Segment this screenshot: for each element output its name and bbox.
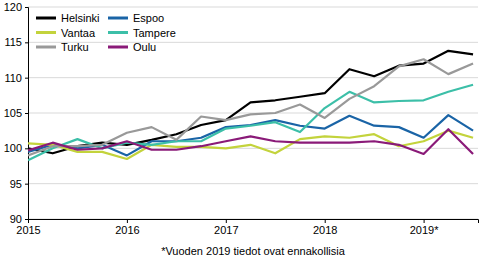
x-tick-label: 2018 — [313, 224, 337, 236]
y-tick: 115 — [4, 36, 28, 48]
x-tick-mark — [127, 219, 128, 223]
legend-item: Turku — [36, 41, 89, 53]
x-tick: 2019* — [410, 219, 439, 236]
legend-item: Oulu — [108, 41, 156, 53]
x-tick: 2018 — [313, 219, 337, 236]
x-tick-label: 2019* — [410, 224, 439, 236]
annotation: *Vuoden 2019 tiedot ovat ennakollisia — [161, 245, 346, 257]
x-tick: 2016 — [115, 219, 139, 236]
x-tick-mark — [424, 219, 425, 223]
y-tick-mark — [25, 184, 28, 185]
series-line — [28, 51, 473, 153]
y-tick-mark — [25, 219, 28, 220]
series-line — [28, 59, 473, 155]
legend-label: Vantaa — [61, 27, 96, 39]
legend-swatch — [108, 46, 128, 49]
legend-swatch — [36, 31, 56, 34]
x-axis-line — [29, 220, 479, 224]
y-tick-mark — [25, 78, 28, 79]
x-axis: 2015 2016 2017 2018 2019* — [16, 219, 478, 236]
legend-label: Tampere — [133, 27, 176, 39]
legend-swatch — [108, 31, 128, 34]
lines — [28, 51, 473, 161]
series-line — [28, 129, 473, 154]
legend: Helsinki Espoo Vantaa Tampere Turku Oulu — [36, 12, 176, 53]
plot: 909510010511011512020152016201720182019*… — [4, 1, 479, 236]
y-tick-mark — [25, 148, 28, 149]
y-tick-label: 95 — [10, 178, 22, 190]
chart: 909510010511011512020152016201720182019*… — [0, 0, 494, 265]
x-tick-mark — [325, 219, 326, 223]
x-tick: 2015 — [16, 219, 40, 236]
x-tick-label: 2016 — [115, 224, 139, 236]
legend-item: Helsinki — [36, 12, 100, 24]
y-axis-line — [25, 8, 29, 220]
y-tick-label: 120 — [4, 1, 22, 13]
y-tick-label: 105 — [4, 107, 22, 119]
y-tick-mark — [25, 42, 28, 43]
grid-line — [28, 7, 478, 8]
y-tick-label: 110 — [4, 72, 22, 84]
legend-label: Oulu — [133, 41, 156, 53]
grid-line — [28, 42, 478, 43]
y-tick: 100 — [4, 142, 28, 154]
y-tick-mark — [25, 113, 28, 114]
legend-item: Vantaa — [36, 27, 96, 39]
y-tick: 95 — [10, 178, 28, 190]
legend-label: Turku — [61, 41, 89, 53]
y-tick-mark — [25, 7, 28, 8]
grid — [28, 7, 478, 219]
y-axis: 9095100105110115120 — [4, 1, 29, 225]
x-tick-label: 2015 — [16, 224, 40, 236]
y-tick-label: 115 — [4, 36, 22, 48]
grid-line — [28, 183, 478, 184]
legend-item: Tampere — [108, 27, 176, 39]
y-tick: 120 — [4, 1, 28, 13]
y-tick: 110 — [4, 72, 28, 84]
legend-swatch — [36, 46, 56, 49]
y-tick: 105 — [4, 107, 28, 119]
legend-label: Espoo — [133, 12, 164, 24]
legend-swatch — [108, 17, 128, 20]
x-tick-mark — [226, 219, 227, 223]
x-tick: 2017 — [214, 219, 238, 236]
y-tick-label: 100 — [4, 142, 22, 154]
x-tick-mark — [28, 219, 29, 223]
legend-swatch — [36, 17, 56, 20]
grid-line — [28, 77, 478, 78]
x-tick-label: 2017 — [214, 224, 238, 236]
legend-label: Helsinki — [61, 12, 100, 24]
legend-item: Espoo — [108, 12, 164, 24]
series-line — [28, 85, 473, 161]
series-line — [28, 115, 473, 155]
